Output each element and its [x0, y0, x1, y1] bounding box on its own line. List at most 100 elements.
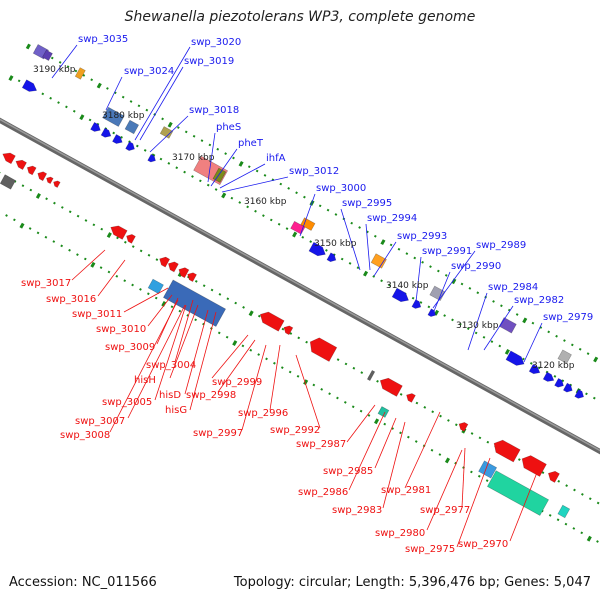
tick-mark	[320, 387, 324, 391]
tick-mark	[19, 222, 25, 229]
gene-arrow	[15, 159, 27, 170]
tick-mark	[287, 187, 291, 190]
tick-mark	[596, 540, 599, 543]
tick-mark	[547, 330, 551, 334]
gene-arrow	[391, 287, 409, 303]
tick-mark	[68, 210, 72, 214]
tick-mark	[522, 357, 525, 361]
tick-mark	[139, 288, 142, 291]
gene-label: swp_2999	[212, 377, 262, 388]
leader-line	[169, 304, 199, 379]
genome-summary-text: Topology: circular; Length: 5,396,476 bp…	[233, 575, 591, 590]
gene-label: swp_2984	[488, 282, 538, 293]
gene-label: swp_2994	[367, 213, 417, 224]
tick-mark	[115, 274, 119, 278]
tick-mark	[155, 258, 159, 261]
gene-feature	[528, 363, 541, 375]
gene-box	[498, 317, 517, 334]
tick-mark	[154, 296, 158, 300]
gene-feature	[521, 455, 547, 477]
tick-mark	[214, 188, 218, 191]
leader-line	[149, 115, 189, 153]
gene-arrow	[46, 176, 54, 185]
tick-mark	[454, 423, 458, 427]
tick-mark	[145, 108, 149, 112]
tick-mark	[373, 234, 377, 238]
leader-line	[221, 176, 289, 193]
leader-line	[269, 344, 281, 411]
gene-arrow	[100, 127, 112, 138]
tick-mark	[139, 249, 143, 253]
tick-mark	[318, 204, 322, 208]
tick-mark	[277, 222, 281, 226]
tick-mark	[21, 184, 25, 188]
gene-feature	[366, 369, 376, 381]
tick-mark	[202, 284, 206, 288]
gene-label: swp_3016	[46, 294, 96, 305]
gene-feature	[15, 159, 27, 170]
leader-line	[404, 411, 441, 489]
tick-mark	[336, 358, 340, 361]
gene-label: hisD	[159, 390, 181, 401]
tick-mark	[60, 206, 64, 209]
tick-mark	[437, 269, 440, 273]
tick-mark	[184, 130, 188, 134]
tick-mark	[83, 257, 87, 261]
tick-mark	[234, 301, 238, 305]
tick-mark	[295, 191, 298, 195]
tick-mark	[210, 288, 214, 292]
gene-feature	[557, 349, 572, 364]
gene-feature	[379, 377, 403, 397]
tick-mark	[232, 156, 235, 160]
tick-mark	[65, 105, 68, 109]
gene-feature	[429, 285, 446, 302]
tick-mark	[82, 74, 86, 77]
gene-feature	[110, 225, 128, 240]
gene-arrow	[37, 171, 48, 182]
gene-label: pheS	[216, 122, 241, 133]
tick-mark	[279, 182, 283, 186]
gene-label: swp_2992	[270, 425, 320, 436]
tick-mark	[147, 253, 151, 257]
tick-mark	[137, 104, 141, 108]
tick-mark	[226, 297, 230, 301]
gene-label: swp_3004	[146, 360, 196, 371]
tick-mark	[312, 383, 316, 387]
gene-label: swp_2989	[476, 240, 526, 251]
tick-mark	[593, 356, 599, 363]
gene-box	[102, 106, 125, 127]
tick-mark	[564, 522, 568, 526]
gene-label: swp_2985	[323, 466, 373, 477]
tick-mark	[586, 352, 590, 355]
tick-mark	[578, 347, 582, 351]
leader-line	[127, 304, 186, 419]
tick-mark	[555, 334, 558, 338]
gene-label: swp_3012	[289, 166, 339, 177]
tick-mark	[328, 392, 331, 396]
tick-mark	[135, 144, 139, 148]
leader-line	[426, 449, 463, 531]
tick-mark	[438, 453, 442, 456]
gene-label: swp_3018	[189, 105, 239, 116]
gene-label: ihfA	[266, 153, 286, 164]
tick-mark	[358, 226, 361, 229]
leader-line	[109, 299, 179, 433]
tick-mark	[360, 371, 364, 374]
tick-mark	[249, 348, 253, 352]
gene-arrow	[411, 299, 422, 309]
leader-line	[189, 311, 217, 411]
gene-label: swp_2982	[514, 295, 564, 306]
tick-mark	[206, 183, 210, 187]
gene-feature	[308, 241, 326, 257]
tick-mark	[541, 471, 545, 474]
gene-arrow	[493, 439, 521, 463]
tick-mark	[411, 296, 415, 300]
tick-mark	[176, 126, 180, 129]
scale-labels: 3190 kbp 3180 kbp 3170 kbp 3160 kbp 3150…	[33, 65, 575, 371]
tick-mark	[72, 109, 76, 113]
tick-mark	[421, 260, 424, 264]
tick-mark	[100, 227, 104, 231]
tick-mark	[383, 422, 387, 426]
gene-arrow	[178, 267, 190, 279]
forward-labels: swp_3035 swp_3020 swp_3024 swp_3019 swp_…	[78, 34, 593, 323]
